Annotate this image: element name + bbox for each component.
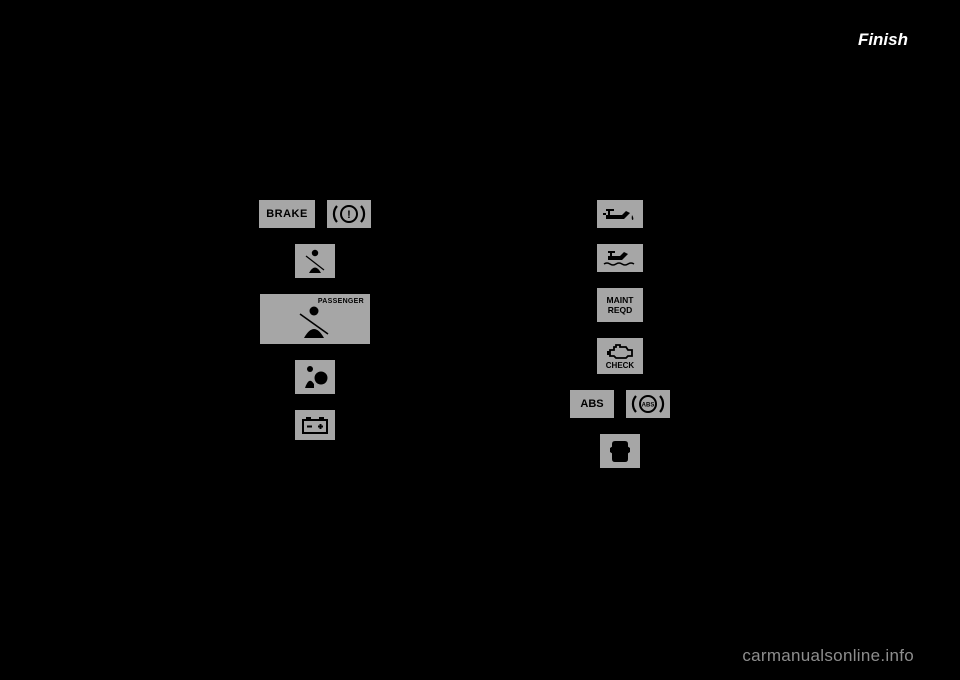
door-ajar-indicator xyxy=(600,434,640,468)
maintenance-required-indicator: MAINT REQD xyxy=(597,288,643,322)
airbag-icon xyxy=(300,364,330,390)
maint-line2: REQD xyxy=(608,305,633,315)
engine-icon xyxy=(606,344,634,360)
right-indicator-column: MAINT REQD CHECK ABS ABS xyxy=(555,200,685,484)
oil-temperature-indicator xyxy=(597,244,643,272)
check-engine-row: CHECK xyxy=(597,338,643,374)
oil-can-icon xyxy=(602,205,638,223)
battery-icon xyxy=(301,415,329,435)
battery-indicator xyxy=(295,410,335,440)
abs-symbol-indicator: ABS xyxy=(626,390,670,418)
watermark-text: carmanualsonline.info xyxy=(742,646,914,666)
maint-row: MAINT REQD xyxy=(597,288,643,322)
seatbelt-indicator xyxy=(295,244,335,278)
check-engine-indicator: CHECK xyxy=(597,338,643,374)
passenger-seatbelt-icon xyxy=(296,302,340,342)
brake-text-indicator: BRAKE xyxy=(259,200,315,228)
check-label: CHECK xyxy=(606,361,634,370)
maint-line1: MAINT xyxy=(607,295,634,305)
oil-pressure-indicator xyxy=(597,200,643,228)
svg-text:!: ! xyxy=(347,209,351,221)
passenger-seatbelt-indicator: PASSENGER xyxy=(260,294,370,344)
door-row xyxy=(600,434,640,468)
oil-temp-row xyxy=(597,244,643,272)
abs-icon: ABS xyxy=(630,393,666,415)
svg-text:ABS: ABS xyxy=(642,403,655,409)
brake-symbol-indicator: ! xyxy=(327,200,371,228)
seatbelt-icon xyxy=(303,248,327,274)
brake-row: BRAKE ! xyxy=(259,200,371,228)
passenger-row: PASSENGER xyxy=(260,294,370,344)
left-indicator-column: BRAKE ! PASSENGER xyxy=(215,200,415,456)
airbag-row xyxy=(295,360,335,394)
passenger-label: PASSENGER xyxy=(318,298,364,305)
brake-warning-icon: ! xyxy=(332,203,366,225)
abs-row: ABS ABS xyxy=(570,390,670,418)
seatbelt-row xyxy=(295,244,335,278)
airbag-indicator xyxy=(295,360,335,394)
door-ajar-icon xyxy=(607,438,633,464)
battery-row xyxy=(295,410,335,440)
abs-text-indicator: ABS xyxy=(570,390,614,418)
oil-temp-icon xyxy=(602,248,638,268)
page-title: Finish xyxy=(858,30,908,50)
oil-pressure-row xyxy=(597,200,643,228)
